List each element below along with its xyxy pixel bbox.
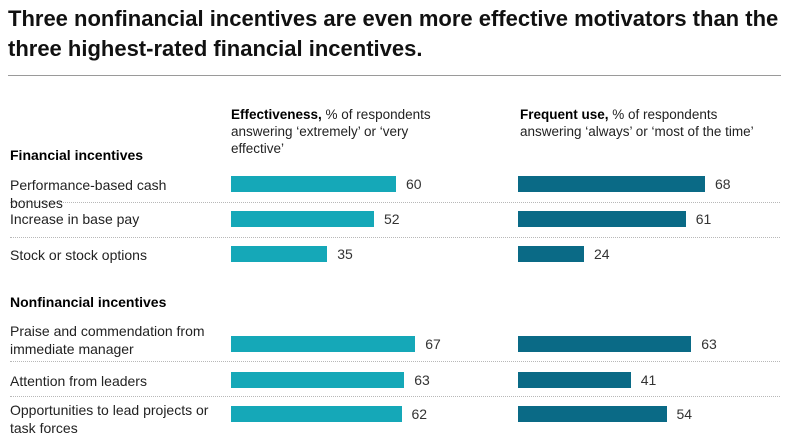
group-heading-nonfinancial: Nonfinancial incentives [10, 294, 167, 310]
chart-title: Three nonfinancial incentives are even m… [8, 6, 779, 61]
effectiveness-header-text: % of respondents answering ‘extremely’ o… [231, 107, 431, 156]
effectiveness-bar [231, 176, 396, 192]
frequent-use-value-label: 68 [715, 176, 731, 192]
category-label: Attention from leaders [10, 373, 147, 389]
group-heading-financial: Financial incentives [10, 147, 144, 163]
effectiveness-column-header: Effectiveness, % of respondents answerin… [231, 106, 451, 157]
effectiveness-value-label: 62 [411, 406, 428, 422]
effectiveness-value-label: 63 [414, 372, 430, 388]
effectiveness-bar [231, 406, 402, 422]
category-label: Increase in base pay [10, 211, 140, 227]
frequent-use-value-label: 41 [640, 372, 657, 388]
frequent-use-bar [518, 176, 705, 192]
frequent-use-bar [518, 211, 686, 227]
frequent-use-bar [518, 406, 667, 422]
title-divider [8, 75, 781, 76]
frequent-use-header-bold: Frequent use, [520, 107, 609, 122]
effectiveness-value-label: 52 [384, 211, 400, 227]
frequent-use-column-header: Frequent use, % of respondents answering… [520, 106, 770, 140]
row-separator [10, 237, 780, 238]
row-separator [10, 396, 780, 397]
effectiveness-bar [231, 211, 374, 227]
category-label: Performance-based cash bonuses [10, 177, 167, 211]
row-separator [10, 202, 780, 203]
frequent-use-value-label: 61 [695, 211, 712, 227]
effectiveness-value-label: 67 [425, 336, 441, 352]
frequent-use-bar [518, 372, 631, 388]
category-label: Opportunities to lead projects or task f… [10, 402, 209, 436]
effectiveness-bar [231, 372, 405, 388]
frequent-use-value-label: 24 [594, 246, 610, 262]
category-label: Stock or stock options [10, 247, 147, 263]
category-label: Praise and commendation from immediate m… [10, 323, 205, 357]
effectiveness-value-label: 60 [406, 176, 422, 192]
frequent-use-value-label: 63 [701, 336, 717, 352]
frequent-use-header-text: % of respondents answering ‘always’ or ‘… [520, 107, 754, 139]
effectiveness-value-label: 35 [337, 246, 353, 262]
effectiveness-bar [231, 336, 416, 352]
frequent-use-value-label: 54 [676, 406, 693, 422]
effectiveness-header-bold: Effectiveness, [231, 107, 322, 122]
effectiveness-bar [231, 246, 328, 262]
frequent-use-bar [518, 336, 692, 352]
frequent-use-bar [518, 246, 584, 262]
row-separator [10, 361, 780, 362]
